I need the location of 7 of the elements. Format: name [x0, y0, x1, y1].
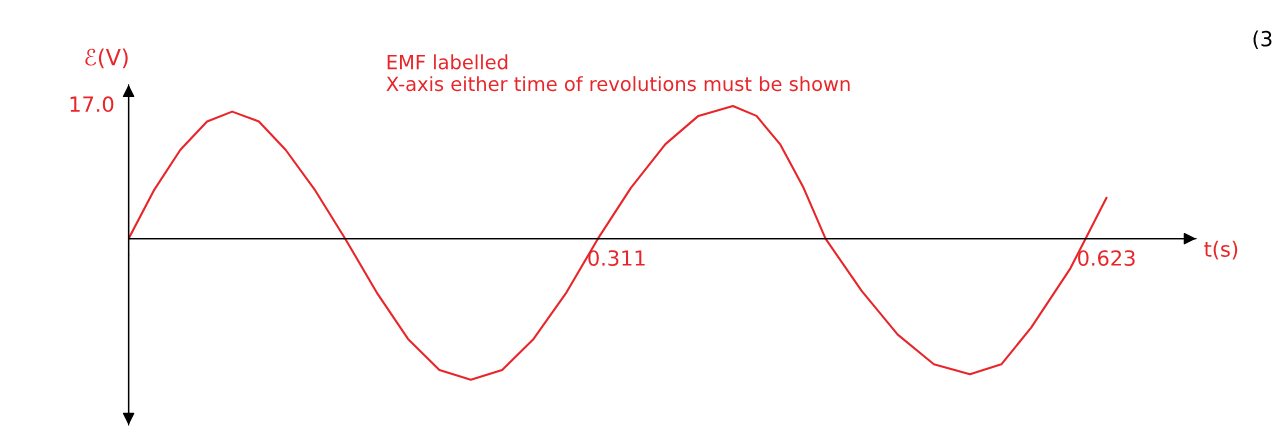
x-tick-label: 0.623 [1078, 250, 1135, 266]
text: (3 [1253, 30, 1272, 50]
y-axis-title: ℰ(V) [85, 48, 128, 69]
x-axis-title: t(s) [1204, 240, 1238, 260]
text: 17.0 [70, 96, 114, 113]
text: EMF labelled X-axis either time of revolutions must be shown [386, 54, 850, 92]
x-tick-label: 0.311 [588, 250, 645, 266]
